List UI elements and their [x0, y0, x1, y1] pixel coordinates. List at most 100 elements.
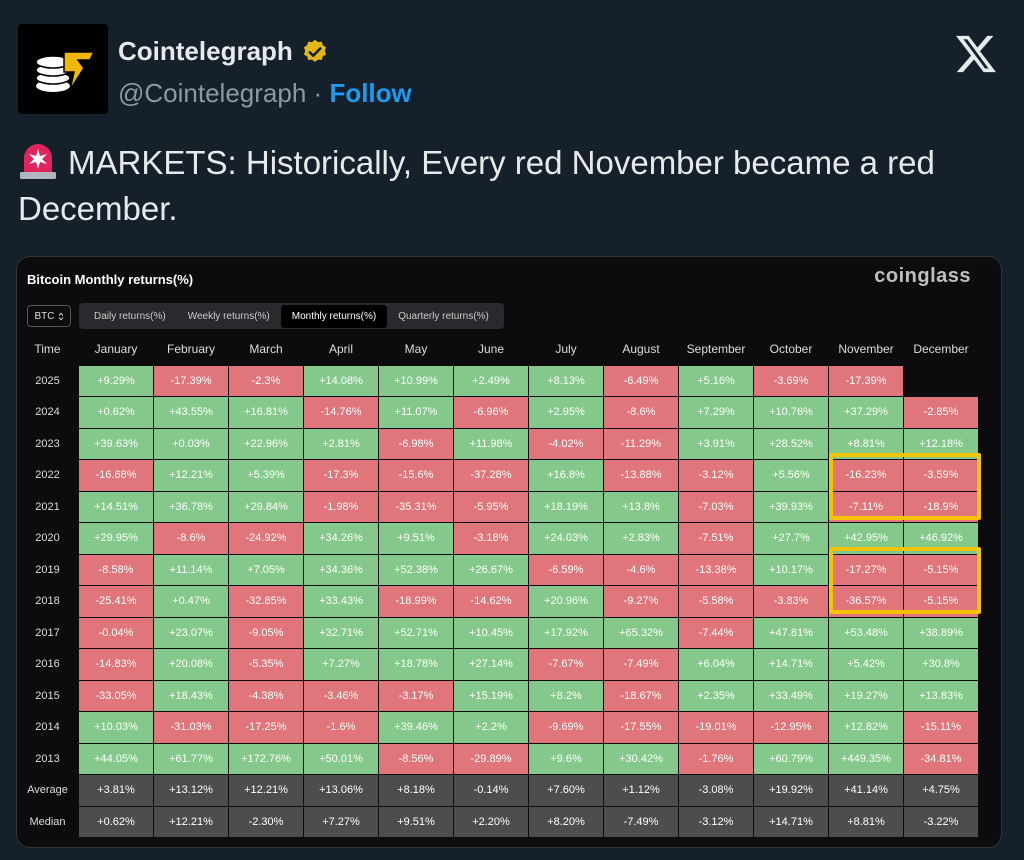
rotating-light-icon: [20, 144, 56, 179]
return-cell-2015-june: +15.19%: [454, 680, 529, 712]
tab-monthly-returns[interactable]: Monthly returns(%): [280, 304, 388, 328]
return-cell-2020-september: -7.51%: [679, 523, 754, 555]
table-row-2025: 2025 +9.29% -17.39% -2.3% +14.08% +10.99% +2.4…: [17, 365, 979, 397]
column-header-time: Time: [17, 334, 79, 366]
return-cell-2023-december: +12.18%: [904, 428, 979, 460]
return-cell-2016-october: +14.71%: [754, 649, 829, 681]
return-cell-2018-august: -9.27%: [604, 586, 679, 618]
tab-daily-returns[interactable]: Daily returns(%): [94, 310, 166, 322]
return-cell-2021-november: -7.11%: [829, 491, 904, 523]
card-title: Bitcoin Monthly returns(%): [27, 272, 194, 287]
return-cell-2013-december: -34.81%: [904, 743, 979, 775]
return-cell-2025-february: -17.39%: [154, 365, 229, 397]
return-cell-2018-april: +33.43%: [304, 586, 379, 618]
return-cell-2020-december: +46.92%: [904, 523, 979, 555]
row-label: 2021: [17, 491, 79, 523]
return-cell-2015-november: +19.27%: [829, 680, 904, 712]
return-cell-2014-september: -19.01%: [679, 712, 754, 744]
return-cell-2016-may: +18.78%: [379, 649, 454, 681]
return-cell-2017-september: -7.44%: [679, 617, 754, 649]
row-label: 2023: [17, 428, 79, 460]
table-row-2022: 2022 -16.68% +12.21% +5.39% -17.3% -15.6% -37.…: [17, 460, 979, 492]
return-cell-2019-september: -13.38%: [679, 554, 754, 586]
return-cell-2017-august: +65.32%: [604, 617, 679, 649]
return-cell-average-september: -3.08%: [679, 775, 754, 807]
return-cell-2024-september: +7.29%: [679, 397, 754, 429]
return-cell-2022-march: +5.39%: [229, 460, 304, 492]
table-row-median: Median +0.62% +12.21% -2.30% +7.27% +9.51% +2.…: [17, 806, 979, 838]
return-cell-2022-april: -17.3%: [304, 460, 379, 492]
return-cell-median-march: -2.30%: [229, 806, 304, 838]
table-header-row: Time January February March April May June July…: [17, 334, 979, 366]
avatar[interactable]: [18, 24, 108, 114]
return-cell-2013-february: +61.77%: [154, 743, 229, 775]
return-cell-median-december: -3.22%: [904, 806, 979, 838]
return-cell-2021-july: +18.19%: [529, 491, 604, 523]
return-cell-2021-august: +13.8%: [604, 491, 679, 523]
table-row-2018: 2018 -25.41% +0.47% -32.85% +33.43% -18.99% -1…: [17, 586, 979, 618]
return-cell-2015-april: -3.46%: [304, 680, 379, 712]
table-row-2016: 2016 -14.83% +20.08% -5.35% +7.27% +18.78% +27…: [17, 649, 979, 681]
tab-quarterly-returns[interactable]: Quarterly returns(%): [398, 310, 489, 322]
table-row-2014: 2014 +10.03% -31.03% -17.25% -1.6% +39.46% +2.…: [17, 712, 979, 744]
column-header-november: November: [829, 334, 904, 366]
return-cell-2023-april: +2.81%: [304, 428, 379, 460]
return-cell-2017-february: +23.07%: [154, 617, 229, 649]
table-row-average: Average +3.81% +13.12% +12.21% +13.06% +8.18%…: [17, 775, 979, 807]
asset-select[interactable]: BTC: [27, 305, 71, 327]
return-cell-2021-may: -35.31%: [379, 491, 454, 523]
column-header-february: February: [154, 334, 229, 366]
return-cell-2014-april: -1.6%: [304, 712, 379, 744]
return-cell-2025-june: +2.49%: [454, 365, 529, 397]
x-logo-icon[interactable]: [954, 34, 998, 74]
return-cell-2024-november: +37.29%: [829, 397, 904, 429]
return-cell-2014-june: +2.2%: [454, 712, 529, 744]
return-cell-2024-october: +10.76%: [754, 397, 829, 429]
return-cell-2023-february: +0.03%: [154, 428, 229, 460]
return-cell-2013-july: +9.6%: [529, 743, 604, 775]
return-cell-2019-june: +26.67%: [454, 554, 529, 586]
return-cell-2024-april: -14.76%: [304, 397, 379, 429]
return-cell-2017-june: +10.45%: [454, 617, 529, 649]
return-cell-2017-july: +17.92%: [529, 617, 604, 649]
return-cell-2014-august: -17.55%: [604, 712, 679, 744]
return-cell-2018-july: +20.96%: [529, 586, 604, 618]
return-cell-2017-april: +32.71%: [304, 617, 379, 649]
return-cell-median-february: +12.21%: [154, 806, 229, 838]
return-cell-2019-november: -17.27%: [829, 554, 904, 586]
return-cell-2024-january: +0.62%: [79, 397, 154, 429]
return-cell-2014-october: -12.95%: [754, 712, 829, 744]
follow-button[interactable]: Follow: [329, 78, 412, 108]
return-cell-average-march: +12.21%: [229, 775, 304, 807]
row-label: 2016: [17, 649, 79, 681]
return-cell-median-september: -3.12%: [679, 806, 754, 838]
return-cell-2013-august: +30.42%: [604, 743, 679, 775]
attached-image-card[interactable]: Bitcoin Monthly returns(%) coinglass BTC…: [16, 256, 1002, 848]
return-cell-2019-april: +34.36%: [304, 554, 379, 586]
table-row-2019: 2019 -8.58% +11.14% +7.05% +34.36% +52.38% +26…: [17, 554, 979, 586]
return-cell-average-december: +4.75%: [904, 775, 979, 807]
tab-weekly-returns[interactable]: Weekly returns(%): [187, 310, 270, 322]
return-cell-2019-may: +52.38%: [379, 554, 454, 586]
return-cell-median-july: +8.20%: [529, 806, 604, 838]
table-row-2023: 2023 +39.63% +0.03% +22.96% +2.81% -6.98% +11.…: [17, 428, 979, 460]
table-row-2021: 2021 +14.51% +36.78% +29.84% -1.98% -35.31% -5…: [17, 491, 979, 523]
return-cell-average-june: -0.14%: [454, 775, 529, 807]
row-label: 2013: [17, 743, 79, 775]
return-cell-2021-february: +36.78%: [154, 491, 229, 523]
return-cell-2015-december: +13.83%: [904, 680, 979, 712]
column-header-september: September: [679, 334, 754, 366]
author-handle[interactable]: @Cointelegraph: [118, 78, 307, 108]
author-name[interactable]: Cointelegraph: [118, 36, 293, 66]
column-header-october: October: [754, 334, 829, 366]
return-cell-median-june: +2.20%: [454, 806, 529, 838]
return-cell-2016-september: +6.04%: [679, 649, 754, 681]
return-cell-2015-september: +2.35%: [679, 680, 754, 712]
return-cell-2021-january: +14.51%: [79, 491, 154, 523]
return-cell-2025-march: -2.3%: [229, 365, 304, 397]
return-cell-2020-march: -24.92%: [229, 523, 304, 555]
return-cell-2023-september: +3.91%: [679, 428, 754, 460]
return-cell-2022-may: -15.6%: [379, 460, 454, 492]
return-cell-2021-october: +39.93%: [754, 491, 829, 523]
return-cell-2015-february: +18.43%: [154, 680, 229, 712]
